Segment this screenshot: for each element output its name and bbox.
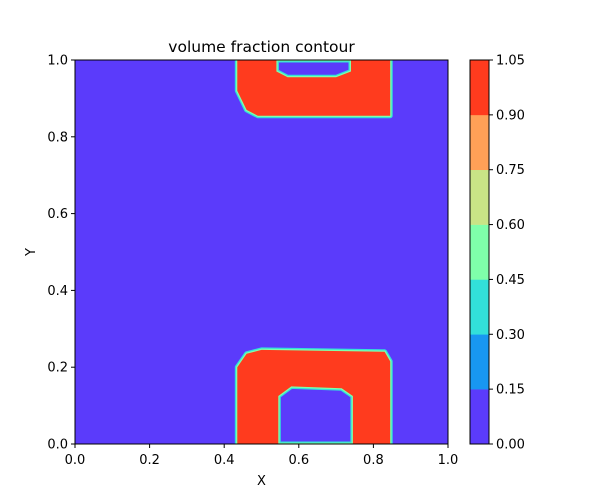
colorbar-tick-label: 0.60	[496, 218, 525, 233]
colorbar-segment	[470, 169, 489, 225]
colorbar-segment	[470, 224, 489, 280]
colorbar-tick-label: 0.75	[496, 163, 525, 178]
axes-frame	[74, 59, 449, 445]
colorbar-tick-label: 0.90	[496, 108, 525, 123]
colorbar-segment	[470, 114, 489, 171]
x-tick-label: 0.0	[65, 453, 86, 468]
chart-title: volume fraction contour	[168, 38, 355, 56]
colorbar-tick-label: 0.45	[496, 273, 525, 288]
x-tick-label: 0.2	[139, 453, 160, 468]
y-axis-label: Y	[24, 248, 39, 257]
y-tick-label: 0.8	[47, 130, 68, 145]
contour-region	[234, 60, 393, 119]
colorbar: 0.00 0.15 0.30 0.45 0.60 0.75 0.90 1.05	[469, 54, 525, 453]
y-tick-label: 1.0	[47, 54, 68, 69]
y-axis: 0.0 0.2 0.4 0.6 0.8 1.0	[47, 54, 75, 453]
colorbar-tick-label: 1.05	[496, 54, 525, 69]
colorbar-tick-label: 0.15	[496, 383, 525, 398]
x-axis-label: X	[257, 474, 266, 489]
y-tick-label: 0.4	[47, 284, 68, 299]
colorbar-frame	[469, 59, 490, 445]
x-tick-label: 0.6	[288, 453, 309, 468]
colorbar-segment	[470, 279, 489, 335]
colorbar-segment	[470, 60, 489, 116]
x-tick-label: 0.8	[363, 453, 384, 468]
contour-regions	[234, 60, 393, 444]
colorbar-tick-label: 0.00	[496, 438, 525, 453]
contour-fill	[237, 60, 391, 116]
colorbar-segment	[470, 334, 489, 390]
y-tick-label: 0.2	[47, 361, 68, 376]
plot-area	[74, 59, 449, 445]
y-tick-label: 0.0	[47, 438, 68, 453]
contour-region	[234, 347, 393, 444]
x-tick-label: 1.0	[438, 453, 459, 468]
contour-fill	[237, 349, 391, 444]
colorbar-tick-label: 0.30	[496, 328, 525, 343]
colorbar-segment	[470, 389, 489, 445]
x-axis: 0.0 0.2 0.4 0.6 0.8 1.0	[65, 444, 459, 468]
y-tick-label: 0.6	[47, 207, 68, 222]
x-tick-label: 0.4	[214, 453, 235, 468]
